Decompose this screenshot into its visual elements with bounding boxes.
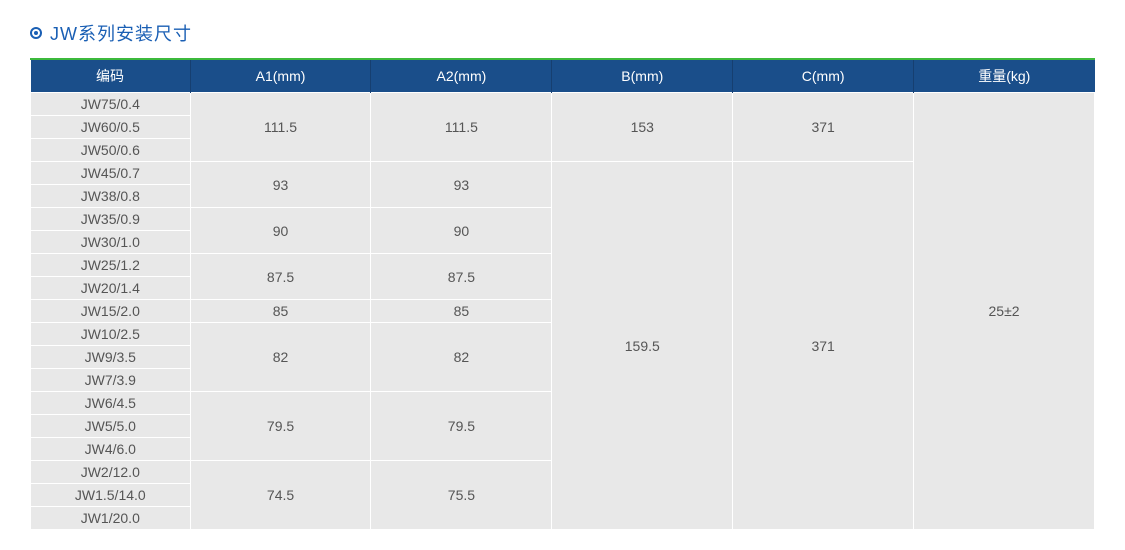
cell-code: JW35/0.9 bbox=[31, 208, 191, 231]
cell-code: JW6/4.5 bbox=[31, 392, 191, 415]
section-header: JW系列安装尺寸 bbox=[30, 20, 1095, 46]
cell-code: JW1.5/14.0 bbox=[31, 484, 191, 507]
col-header-code: 编码 bbox=[31, 60, 191, 93]
cell-code: JW5/5.0 bbox=[31, 415, 191, 438]
cell-code: JW9/3.5 bbox=[31, 346, 191, 369]
cell-code: JW20/1.4 bbox=[31, 277, 191, 300]
cell-a1: 74.5 bbox=[190, 461, 371, 530]
cell-b: 153 bbox=[552, 93, 733, 162]
cell-code: JW15/2.0 bbox=[31, 300, 191, 323]
cell-c: 371 bbox=[733, 162, 914, 530]
table-header-row: 编码 A1(mm) A2(mm) B(mm) C(mm) 重量(kg) bbox=[31, 60, 1095, 93]
cell-code: JW38/0.8 bbox=[31, 185, 191, 208]
col-header-b: B(mm) bbox=[552, 60, 733, 93]
cell-code: JW75/0.4 bbox=[31, 93, 191, 116]
cell-a1: 93 bbox=[190, 162, 371, 208]
col-header-weight: 重量(kg) bbox=[914, 60, 1095, 93]
cell-a1: 82 bbox=[190, 323, 371, 392]
cell-code: JW7/3.9 bbox=[31, 369, 191, 392]
cell-a1: 79.5 bbox=[190, 392, 371, 461]
cell-a2: 85 bbox=[371, 300, 552, 323]
cell-code: JW50/0.6 bbox=[31, 139, 191, 162]
cell-a2: 93 bbox=[371, 162, 552, 208]
section-title: JW系列安装尺寸 bbox=[50, 20, 192, 46]
cell-c: 371 bbox=[733, 93, 914, 162]
cell-a1: 87.5 bbox=[190, 254, 371, 300]
cell-code: JW45/0.7 bbox=[31, 162, 191, 185]
col-header-a1: A1(mm) bbox=[190, 60, 371, 93]
cell-code: JW2/12.0 bbox=[31, 461, 191, 484]
dimensions-table: 编码 A1(mm) A2(mm) B(mm) C(mm) 重量(kg) JW75… bbox=[30, 60, 1095, 530]
cell-a2: 90 bbox=[371, 208, 552, 254]
col-header-c: C(mm) bbox=[733, 60, 914, 93]
col-header-a2: A2(mm) bbox=[371, 60, 552, 93]
cell-a1: 111.5 bbox=[190, 93, 371, 162]
cell-a2: 87.5 bbox=[371, 254, 552, 300]
cell-weight: 25±2 bbox=[914, 93, 1095, 530]
cell-a1: 85 bbox=[190, 300, 371, 323]
cell-code: JW25/1.2 bbox=[31, 254, 191, 277]
bullet-icon bbox=[30, 27, 42, 39]
cell-b: 159.5 bbox=[552, 162, 733, 530]
cell-code: JW30/1.0 bbox=[31, 231, 191, 254]
cell-a2: 79.5 bbox=[371, 392, 552, 461]
cell-code: JW60/0.5 bbox=[31, 116, 191, 139]
cell-a2: 82 bbox=[371, 323, 552, 392]
cell-a1: 90 bbox=[190, 208, 371, 254]
cell-a2: 111.5 bbox=[371, 93, 552, 162]
table-row: JW75/0.4 111.5 111.5 153 371 25±2 bbox=[31, 93, 1095, 116]
cell-code: JW1/20.0 bbox=[31, 507, 191, 530]
cell-code: JW10/2.5 bbox=[31, 323, 191, 346]
cell-code: JW4/6.0 bbox=[31, 438, 191, 461]
cell-a2: 75.5 bbox=[371, 461, 552, 530]
